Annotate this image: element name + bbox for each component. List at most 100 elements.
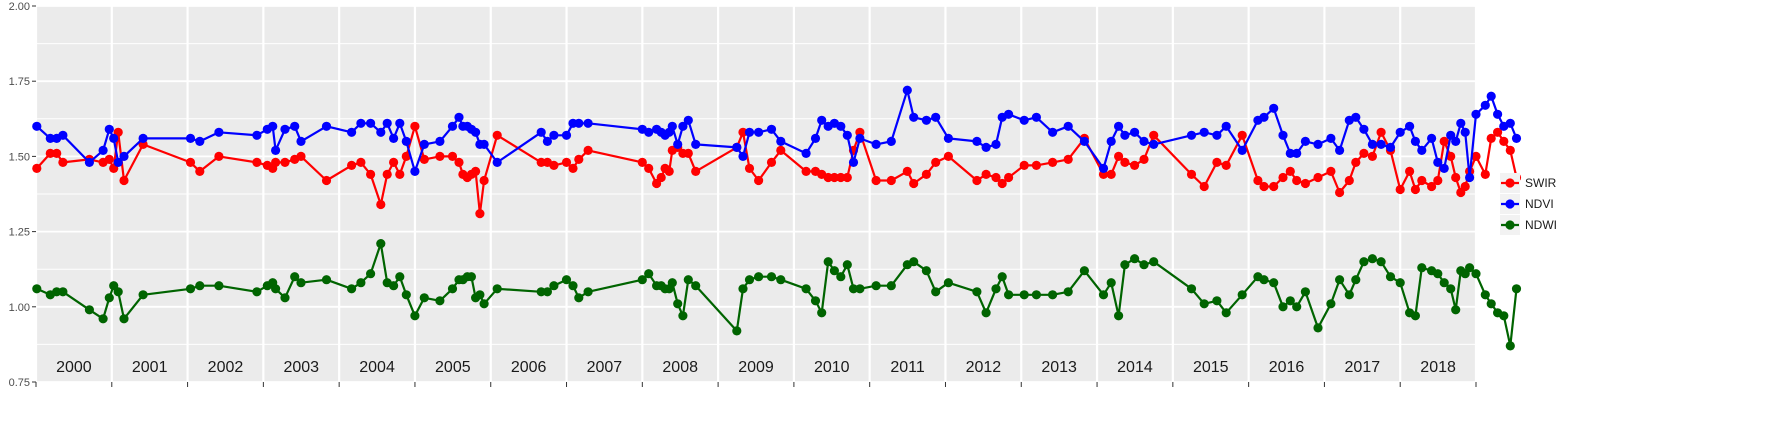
data-point-swir	[296, 151, 306, 161]
data-point-ndwi	[84, 305, 94, 315]
y-tick-label: 1.25	[9, 227, 30, 239]
data-point-ndvi	[1511, 133, 1522, 143]
data-point-swir	[479, 175, 489, 186]
data-point-ndwi	[1199, 299, 1209, 309]
data-point-ndwi	[1114, 311, 1124, 321]
data-point-swir	[766, 157, 777, 167]
data-point-ndvi	[871, 139, 881, 149]
y-tick-label: 0.75	[9, 377, 30, 389]
data-point-ndwi	[1439, 278, 1449, 288]
data-point-ndwi	[1300, 287, 1310, 297]
data-point-swir	[1292, 175, 1302, 186]
data-point-swir	[1114, 151, 1124, 161]
data-point-ndwi	[673, 299, 683, 309]
data-point-ndvi	[991, 139, 1001, 149]
year-label: 2002	[208, 359, 244, 376]
data-point-ndvi	[1493, 109, 1503, 119]
data-point-swir	[280, 157, 290, 167]
year-label: 2004	[359, 359, 395, 376]
data-point-swir	[1344, 175, 1354, 186]
data-point-ndvi	[644, 127, 654, 137]
data-point-ndwi	[855, 284, 865, 294]
data-point-swir	[492, 130, 502, 140]
year-label: 2012	[966, 359, 1002, 376]
legend-key-point	[1505, 199, 1515, 209]
data-point-swir	[1106, 169, 1116, 179]
data-point-ndvi	[801, 148, 811, 158]
data-point-swir	[683, 148, 693, 158]
data-point-ndvi	[810, 133, 821, 143]
data-point-ndwi	[732, 326, 742, 336]
data-point-swir	[637, 157, 647, 167]
data-point-ndvi	[1505, 118, 1515, 128]
data-point-ndvi	[447, 121, 458, 131]
data-point-ndwi	[1471, 269, 1481, 279]
data-point-swir	[1186, 169, 1197, 179]
y-tick-label: 1.75	[9, 76, 30, 88]
data-point-ndwi	[921, 266, 932, 276]
data-point-swir	[921, 169, 932, 179]
data-point-ndvi	[1433, 157, 1443, 167]
data-point-ndvi	[1300, 136, 1310, 146]
data-point-ndwi	[583, 287, 593, 297]
year-label: 2013	[1041, 359, 1077, 376]
data-point-swir	[997, 178, 1007, 189]
data-point-ndvi	[268, 121, 278, 131]
data-point-ndwi	[356, 278, 366, 288]
data-point-ndwi	[1335, 275, 1345, 285]
data-point-swir	[395, 169, 405, 179]
data-point-ndwi	[271, 284, 281, 294]
data-point-swir	[1376, 127, 1386, 137]
data-point-ndvi	[471, 127, 481, 137]
data-point-ndvi	[395, 118, 405, 128]
data-point-ndvi	[389, 133, 399, 143]
data-point-swir	[1237, 130, 1247, 140]
data-point-ndwi	[296, 278, 306, 288]
data-point-ndwi	[1446, 284, 1456, 294]
data-point-swir	[1285, 166, 1295, 176]
data-point-ndvi	[1456, 118, 1466, 128]
data-point-ndwi	[817, 308, 827, 318]
data-point-ndwi	[185, 284, 196, 294]
data-point-swir	[1212, 157, 1222, 167]
data-point-ndwi	[1385, 272, 1396, 282]
data-point-ndvi	[1120, 130, 1130, 140]
data-point-swir	[972, 175, 982, 186]
data-point-swir	[1120, 157, 1130, 167]
data-point-swir	[1460, 181, 1470, 192]
data-point-ndvi	[382, 118, 392, 128]
data-point-swir	[981, 169, 991, 179]
data-point-swir	[1433, 175, 1443, 186]
data-point-ndwi	[1344, 290, 1354, 300]
data-point-swir	[1499, 136, 1509, 146]
year-label: 2009	[738, 359, 774, 376]
data-point-swir	[836, 172, 846, 183]
data-point-ndvi	[1106, 136, 1116, 146]
data-point-ndwi	[138, 290, 148, 300]
data-point-ndvi	[943, 133, 954, 143]
data-point-ndvi	[754, 127, 764, 137]
data-point-ndvi	[271, 145, 281, 155]
data-point-ndvi	[1278, 130, 1288, 140]
data-point-swir	[252, 157, 262, 167]
data-point-ndwi	[1410, 311, 1420, 321]
year-label: 2008	[662, 359, 698, 376]
data-point-ndwi	[1326, 299, 1336, 309]
data-point-ndwi	[644, 269, 654, 279]
data-point-ndvi	[1031, 112, 1041, 122]
data-point-ndwi	[574, 293, 584, 303]
data-point-ndwi	[1451, 305, 1461, 315]
data-point-ndvi	[185, 133, 196, 143]
data-point-swir	[1004, 172, 1014, 183]
data-point-swir	[931, 157, 941, 167]
data-point-ndwi	[58, 287, 68, 297]
data-point-swir	[871, 175, 881, 186]
year-label: 2010	[814, 359, 850, 376]
data-point-ndwi	[113, 287, 123, 297]
data-point-swir	[1019, 160, 1029, 170]
y-tick-label: 2.00	[9, 1, 30, 13]
data-point-swir	[1269, 181, 1279, 192]
data-point-ndwi	[871, 281, 881, 291]
data-point-ndwi	[1480, 290, 1490, 300]
data-point-swir	[401, 151, 411, 161]
